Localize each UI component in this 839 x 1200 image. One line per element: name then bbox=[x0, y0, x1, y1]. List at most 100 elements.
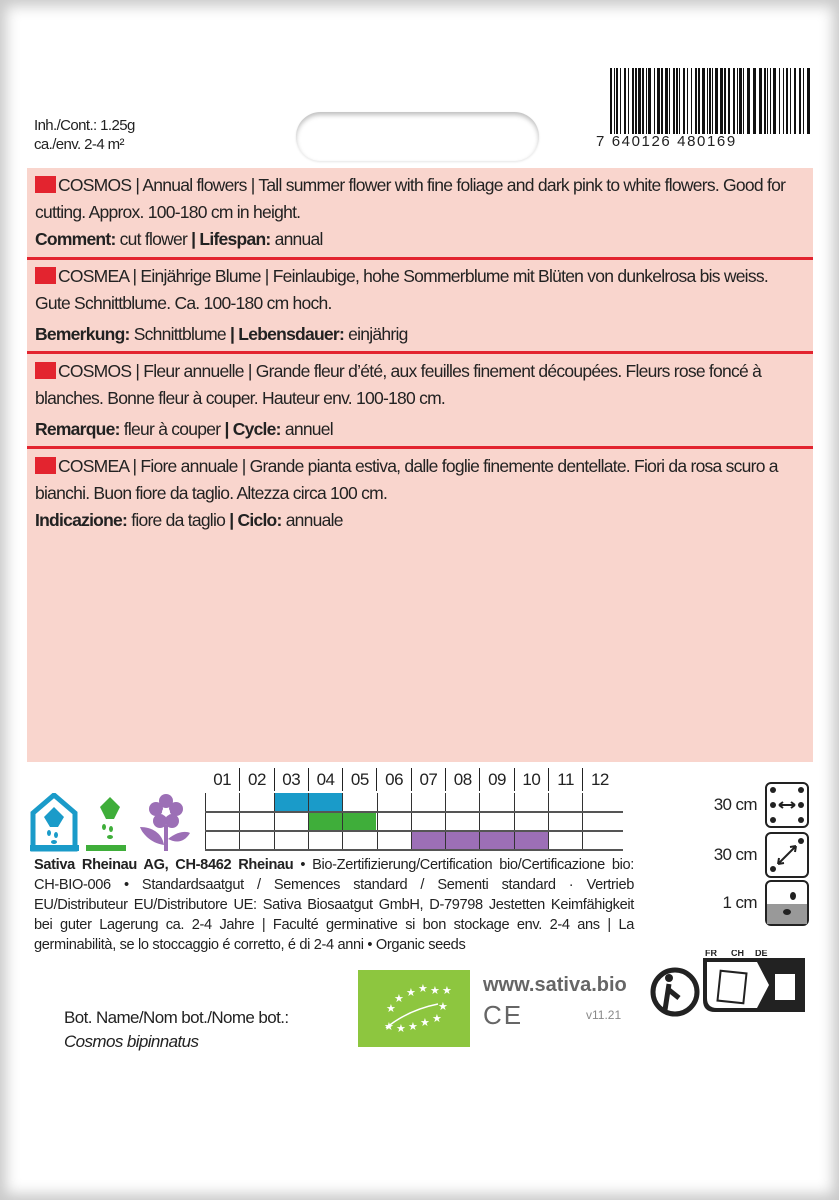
barcode-bar bbox=[764, 68, 766, 142]
divider bbox=[27, 446, 813, 449]
hanger-hole bbox=[296, 112, 539, 161]
calendar-cell bbox=[445, 793, 479, 811]
sowing-depth: 1 cm bbox=[723, 880, 809, 926]
description-fr: COSMOS | Fleur annuelle | Grande fleur d… bbox=[35, 358, 805, 443]
month-label: 04 bbox=[307, 768, 342, 791]
barcode-bar bbox=[702, 68, 705, 142]
lifespan-label: | Cycle: bbox=[224, 419, 281, 439]
barcode-bar bbox=[786, 68, 788, 142]
barcode-bar bbox=[679, 68, 680, 142]
calendar-cell bbox=[479, 793, 513, 811]
botanical-name-value: Cosmos bipinnatus bbox=[64, 1032, 199, 1051]
barcode-bar bbox=[753, 68, 756, 142]
botanical-name-label: Bot. Name/Nom bot./Nome bot.: bbox=[64, 1008, 289, 1027]
barcode-bar bbox=[803, 68, 804, 142]
month-label: 12 bbox=[582, 768, 616, 791]
month-label: 08 bbox=[445, 768, 479, 791]
calendar-grid bbox=[205, 792, 623, 852]
country-fr: FR bbox=[705, 950, 717, 958]
divider bbox=[27, 351, 813, 354]
calendar-cell bbox=[410, 793, 445, 811]
barcode-bar bbox=[794, 68, 796, 142]
plant-spacing-value: 30 cm bbox=[713, 845, 758, 864]
svg-text:★: ★ bbox=[442, 984, 452, 997]
barcode-bar bbox=[691, 68, 692, 142]
calendar-cell bbox=[273, 831, 308, 849]
eu-organic-logo: ★ ★ ★ ★ ★ ★ ★ ★ ★ ★ ★ ★ bbox=[358, 970, 470, 1047]
country-ch: CH bbox=[731, 950, 744, 958]
red-square-icon bbox=[35, 176, 56, 193]
svg-text:★: ★ bbox=[430, 984, 440, 997]
barcode-bar bbox=[737, 68, 738, 142]
country-de: DE bbox=[755, 950, 768, 958]
barcode-bar bbox=[683, 68, 685, 142]
barcode-bar bbox=[709, 68, 711, 142]
comment-label: Comment: bbox=[35, 229, 116, 249]
month-label: 06 bbox=[376, 768, 410, 791]
plant-spacing-icon bbox=[765, 832, 809, 878]
description-text: COSMOS | Fleur annuelle | Grande fleur d… bbox=[35, 361, 762, 408]
calendar-cell bbox=[307, 812, 343, 830]
company-info: Sativa Rheinau AG, CH-8462 Rheinau • Bio… bbox=[34, 855, 634, 955]
grid-line bbox=[205, 830, 623, 832]
calendar-cell bbox=[513, 831, 548, 849]
calendar-cell bbox=[273, 812, 308, 830]
barcode-bar bbox=[707, 68, 708, 142]
comment-label: Remarque: bbox=[35, 419, 120, 439]
barcode-bar bbox=[661, 68, 663, 142]
barcode-bar bbox=[733, 68, 735, 142]
calendar-cell bbox=[205, 831, 239, 849]
comment-label: Bemerkung: bbox=[35, 324, 130, 344]
lifespan-label: | Lebensdauer: bbox=[230, 324, 345, 344]
calendar-cell bbox=[307, 831, 342, 849]
grid-line bbox=[205, 811, 623, 813]
calendar-cell bbox=[376, 793, 411, 811]
lifespan-label: | Ciclo: bbox=[229, 510, 282, 530]
website-link[interactable]: www.sativa.bio bbox=[483, 974, 627, 996]
calendar-cell bbox=[548, 812, 582, 830]
barcode-bar bbox=[654, 68, 655, 142]
barcode-bar bbox=[620, 68, 621, 142]
row-spacing: 30 cm bbox=[714, 782, 809, 828]
barcode-bar bbox=[747, 68, 750, 142]
barcode-bar bbox=[628, 68, 629, 142]
barcode-bar bbox=[635, 68, 637, 142]
svg-text:★: ★ bbox=[438, 1000, 448, 1013]
calendar-cell bbox=[582, 793, 616, 811]
barcode-bar bbox=[773, 68, 776, 142]
row-spacing-icon bbox=[765, 782, 809, 828]
calendar-cell bbox=[239, 812, 273, 830]
red-square-icon bbox=[35, 457, 56, 474]
barcode-bar bbox=[638, 68, 641, 142]
calendar-cell bbox=[582, 812, 616, 830]
calendar-cell bbox=[479, 831, 514, 849]
barcode-bar bbox=[614, 68, 615, 142]
comment-value: Schnittblume bbox=[133, 324, 227, 344]
barcode-bar bbox=[657, 68, 660, 142]
comment-value: cut flower bbox=[119, 229, 188, 249]
calendar-cell bbox=[410, 831, 446, 849]
barcode-bar bbox=[624, 68, 626, 142]
description-panel: COSMOS | Annual flowers | Tall summer fl… bbox=[27, 168, 813, 762]
recycling-bin-icon bbox=[775, 974, 795, 1000]
calendar-months: 01 02 03 04 05 06 07 08 09 10 11 12 bbox=[205, 768, 623, 791]
month-label: 03 bbox=[273, 768, 308, 791]
barcode-bar bbox=[739, 68, 742, 142]
month-label: 05 bbox=[342, 768, 376, 791]
barcode-bar bbox=[648, 68, 651, 142]
calendar-cell bbox=[205, 793, 239, 811]
description-text: COSMEA | Fiore annuale | Grande pianta e… bbox=[35, 456, 779, 503]
barcode-bar bbox=[783, 68, 784, 142]
barcode-bar bbox=[673, 68, 675, 142]
barcode-bar bbox=[799, 68, 801, 142]
calendar-cell bbox=[205, 812, 239, 830]
lifespan-value: einjährig bbox=[348, 324, 408, 344]
calendar-cell bbox=[582, 831, 616, 849]
calendar-cell bbox=[307, 793, 343, 811]
calendar-cell bbox=[342, 793, 376, 811]
barcode-bar bbox=[790, 68, 791, 142]
divider bbox=[27, 257, 813, 260]
svg-text:★: ★ bbox=[432, 1012, 442, 1025]
barcode-bar bbox=[807, 68, 810, 142]
certification-text: • Bio-Zertifizierung/Certification bio/C… bbox=[34, 857, 635, 953]
